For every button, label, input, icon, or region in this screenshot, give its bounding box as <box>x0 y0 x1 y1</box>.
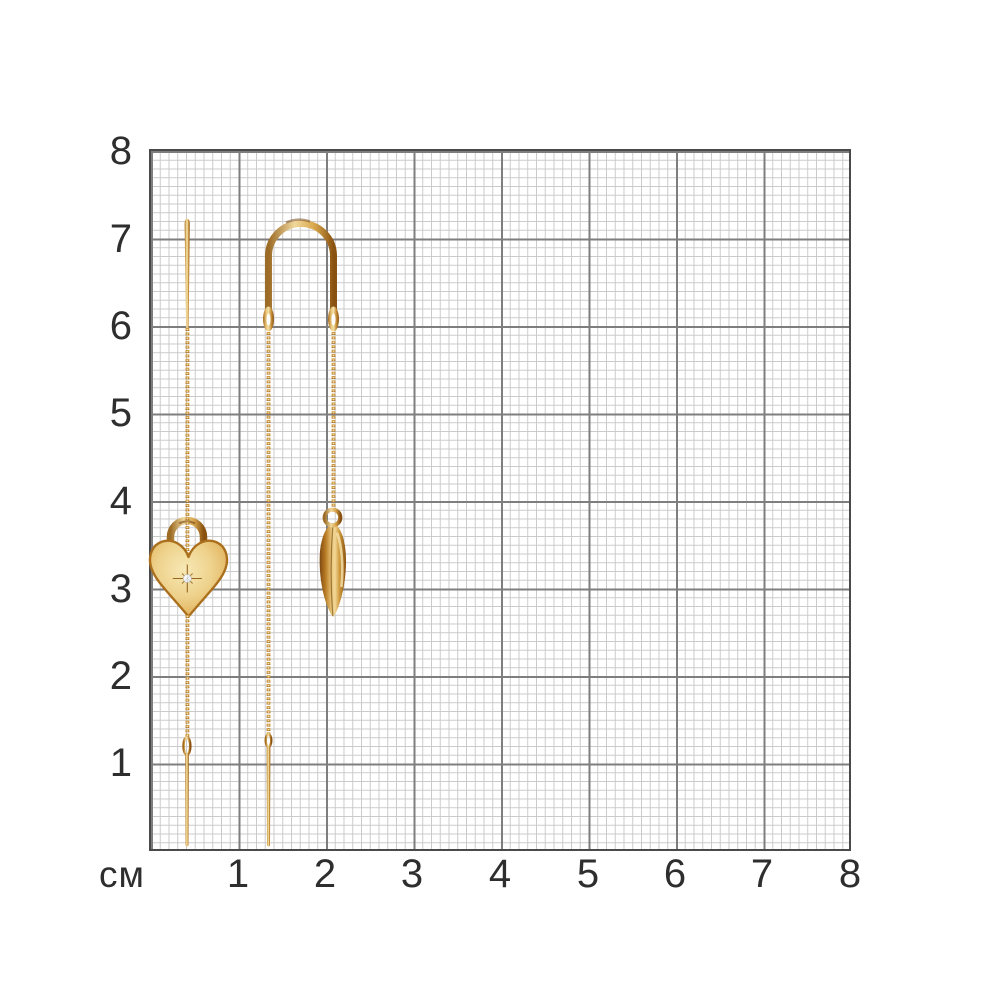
ear-hook-shading <box>285 218 311 224</box>
heart-pendant-seam <box>330 522 334 617</box>
diamond <box>182 574 192 583</box>
earring-front-view <box>148 218 229 847</box>
y-axis-tick-label: 5 <box>109 391 132 435</box>
y-axis-tick-label: 1 <box>109 741 132 785</box>
x-axis-tick-label: 8 <box>838 852 862 896</box>
unit-label-cm: см <box>99 854 145 895</box>
x-axis-tick-label: 5 <box>576 852 600 896</box>
x-axis-tick-label: 3 <box>400 852 424 896</box>
y-axis-tick-label: 2 <box>109 654 132 698</box>
threader-pin-top <box>184 218 190 331</box>
hook-eyelet-right-hole <box>331 313 336 326</box>
threader-pin-bottom <box>185 753 189 847</box>
x-axis-tick-label: 7 <box>750 852 774 896</box>
threader-eyelet <box>182 736 192 756</box>
y-axis-tick-label: 3 <box>109 567 132 611</box>
x-axis-tick-label: 1 <box>226 852 250 896</box>
ear-hook <box>265 220 337 316</box>
hook-eyelet-left-hole <box>266 313 271 326</box>
y-axis-tick-label: 7 <box>109 217 132 261</box>
y-axis-tick-label: 8 <box>109 129 132 173</box>
chain-connector <box>264 733 273 748</box>
x-axis-tick-label: 4 <box>488 852 512 896</box>
x-axis-tick-label: 6 <box>663 852 687 896</box>
padlock-shackle-shading <box>178 520 196 525</box>
y-axis-tick-label: 6 <box>109 304 132 348</box>
threader-pin-bottom <box>266 746 271 847</box>
heart-pendant-highlight <box>336 532 344 588</box>
jump-ring <box>322 507 343 528</box>
y-axis-tick-label: 4 <box>109 479 132 523</box>
earring-side-view <box>263 218 347 847</box>
x-axis-tick-label: 2 <box>313 852 337 896</box>
